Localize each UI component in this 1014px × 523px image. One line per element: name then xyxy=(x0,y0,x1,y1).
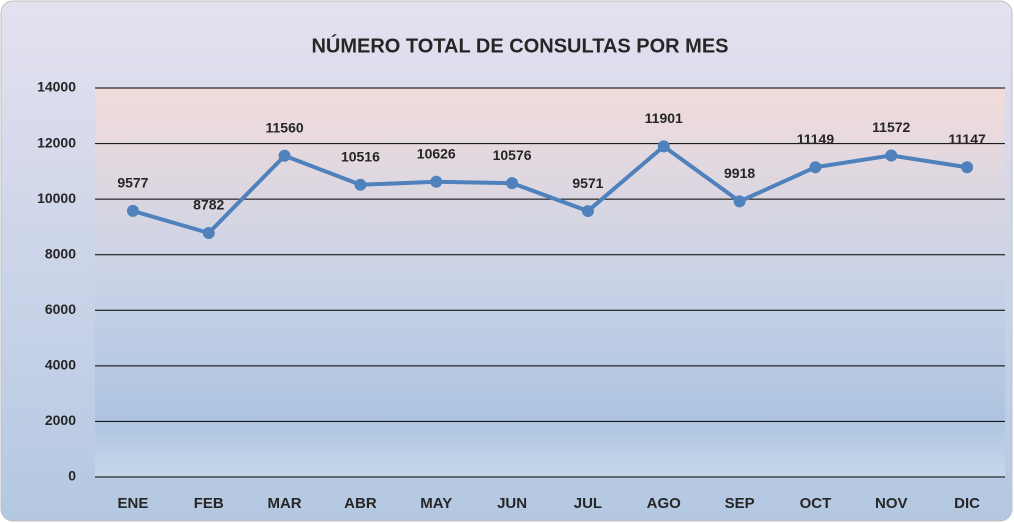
data-label: 10516 xyxy=(341,149,380,165)
x-tick-label: AGO xyxy=(647,495,682,512)
marker xyxy=(657,140,670,153)
chart-title: NÚMERO TOTAL DE CONSULTAS POR MES xyxy=(311,33,728,57)
y-tick-label: 2000 xyxy=(45,412,76,428)
x-tick-label: JUN xyxy=(497,495,527,512)
x-tick-label: SEP xyxy=(725,495,755,512)
line xyxy=(132,144,968,235)
data-label: 8782 xyxy=(193,197,224,213)
data-label: 9571 xyxy=(572,175,603,191)
marker xyxy=(430,175,443,188)
marker xyxy=(278,149,291,162)
data-label: 11147 xyxy=(948,131,986,147)
data-label: 11149 xyxy=(797,131,835,147)
x-tick-label: MAY xyxy=(420,495,452,512)
y-tick-label: 14000 xyxy=(37,79,76,95)
x-tick-label: NOV xyxy=(875,495,908,512)
data-label: 10626 xyxy=(417,145,456,161)
data-label: 11560 xyxy=(265,120,303,136)
y-tick-label: 0 xyxy=(68,468,76,484)
x-tick-label: OCT xyxy=(800,495,832,512)
marker xyxy=(581,205,594,218)
data-label: 11572 xyxy=(872,119,910,135)
data-label: 10576 xyxy=(493,147,532,163)
marker xyxy=(733,195,746,208)
x-tick-label: MAR xyxy=(267,495,301,512)
x-tick-label: JUL xyxy=(574,495,602,512)
y-tick-label: 8000 xyxy=(45,245,76,261)
plot-area xyxy=(95,88,1005,477)
data-label: 9918 xyxy=(724,165,755,181)
y-tick-label: 10000 xyxy=(37,190,76,206)
marker xyxy=(506,177,519,190)
x-tick-label: FEB xyxy=(194,495,224,512)
marker xyxy=(809,161,822,174)
marker xyxy=(961,161,974,174)
data-label: 11901 xyxy=(645,110,683,126)
marker xyxy=(126,204,139,217)
y-tick-label: 4000 xyxy=(45,357,76,373)
y-tick-label: 6000 xyxy=(45,301,76,317)
x-tick-label: ABR xyxy=(344,495,377,512)
data-label: 9577 xyxy=(117,175,148,191)
marker xyxy=(354,178,367,191)
y-tick-label: 12000 xyxy=(37,134,76,150)
marker xyxy=(202,226,215,239)
marker xyxy=(885,149,898,162)
x-tick-label: ENE xyxy=(117,495,148,512)
x-tick-label: DIC xyxy=(954,495,980,512)
